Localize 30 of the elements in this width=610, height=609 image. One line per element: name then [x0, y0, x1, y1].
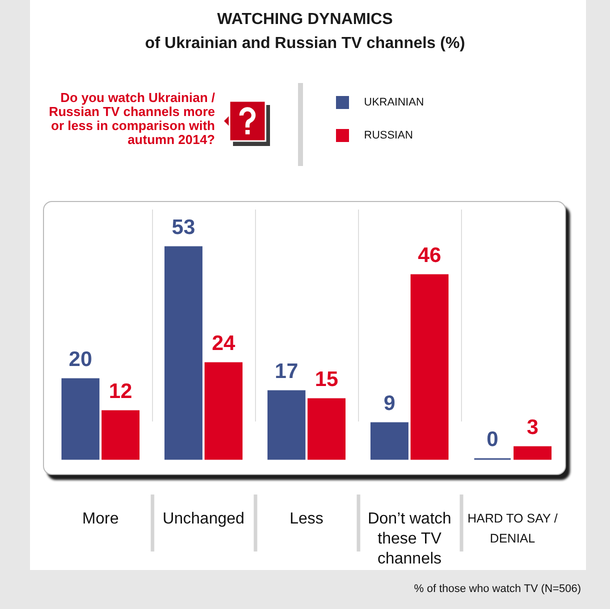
- legend-label: RUSSIAN: [364, 130, 413, 142]
- x-tick-label: Less: [290, 510, 324, 528]
- x-tick-label: More: [82, 510, 119, 528]
- data-label: 53: [172, 216, 196, 239]
- bar: [102, 410, 140, 460]
- x-tick-label: Don’t watch these TV channels: [368, 510, 452, 568]
- data-label: 15: [314, 368, 339, 391]
- data-label: 24: [212, 332, 236, 355]
- text: % of those who watch TV (N=506): [414, 583, 582, 595]
- data-label: 3: [526, 416, 538, 439]
- bar: [267, 390, 306, 460]
- x-tick-label: HARD TO SAY / DENIAL: [467, 512, 558, 546]
- bar: [370, 422, 408, 460]
- bar: [410, 274, 449, 460]
- bar: [308, 398, 346, 460]
- bar: [514, 446, 552, 460]
- bar: [61, 378, 100, 460]
- chart-title: WATCHING DYNAMICS: [216, 11, 394, 29]
- data-label: 46: [418, 244, 442, 267]
- data-label: 12: [108, 380, 132, 403]
- text: Do you watch Ukrainian / Russian TV channels more or less in comparison with autumn 2014?: [48, 90, 215, 147]
- x-tick-label: Unchanged: [162, 510, 244, 528]
- chart-subtitle: of Ukrainian and Russian TV channels (%): [144, 35, 466, 53]
- data-label: 9: [384, 392, 396, 415]
- data-label: 0: [486, 428, 498, 451]
- data-label: 20: [68, 348, 92, 371]
- bar: [204, 362, 243, 460]
- data-label: 17: [274, 360, 298, 383]
- legend-label: UKRAINIAN: [364, 96, 424, 108]
- bar: [164, 246, 202, 460]
